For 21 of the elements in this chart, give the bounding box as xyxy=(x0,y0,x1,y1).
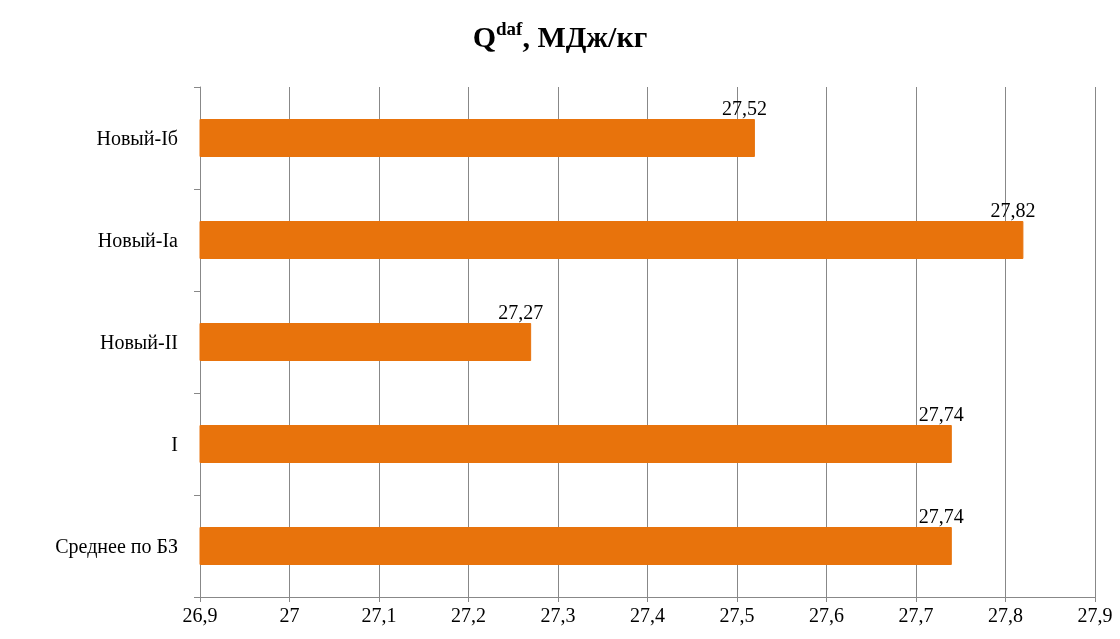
x-tick-label: 27,9 xyxy=(1077,604,1113,626)
x-tick-label: 27,3 xyxy=(540,604,576,626)
y-tick-label: I xyxy=(171,433,178,455)
data-label: 27,52 xyxy=(721,97,767,119)
x-tick-label: 27,1 xyxy=(361,604,397,626)
data-label: 27,27 xyxy=(498,301,544,323)
y-tick-label: Новый-Iа xyxy=(97,229,179,251)
data-label: 27,74 xyxy=(918,403,964,425)
data-label: 27,74 xyxy=(918,505,964,527)
y-tick-label: Новый-Iб xyxy=(96,127,178,149)
x-tick-label: 27,7 xyxy=(898,604,934,626)
x-tick-label: 27 xyxy=(279,604,300,626)
y-tick-label: Среднее по БЗ xyxy=(55,535,178,558)
x-tick-label: 27,5 xyxy=(719,604,755,626)
y-tick-label: Новый-II xyxy=(99,331,178,353)
x-tick-label: 26,9 xyxy=(182,604,218,626)
x-tick-label: 27,2 xyxy=(451,604,486,626)
x-tick-label: 27,4 xyxy=(630,604,665,626)
x-tick-label: 27,6 xyxy=(809,604,844,626)
data-label: 27,82 xyxy=(990,199,1036,221)
x-tick-label: 27,8 xyxy=(988,604,1023,626)
